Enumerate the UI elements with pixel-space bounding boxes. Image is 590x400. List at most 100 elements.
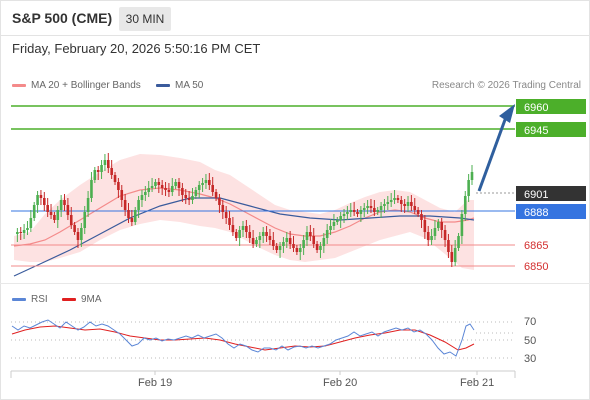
candle-body bbox=[335, 220, 339, 222]
tag-resistance-1-label: 6945 bbox=[524, 125, 548, 137]
candle-body bbox=[379, 206, 383, 210]
rsi-tick-70: 70 bbox=[524, 316, 536, 328]
candle-body bbox=[56, 210, 60, 220]
candle-body bbox=[447, 240, 450, 252]
candle-body bbox=[389, 200, 393, 202]
rsi-ma-swatch-icon bbox=[62, 297, 76, 301]
legend-ma20: MA 20 + Bollinger Bands bbox=[12, 80, 141, 91]
tag-resistance-2: 6960 bbox=[516, 99, 586, 114]
rsi-ma-line bbox=[11, 325, 475, 351]
rsi-line bbox=[11, 319, 475, 357]
candle-body bbox=[420, 214, 423, 220]
candle-body bbox=[36, 195, 39, 205]
time-label-feb20: Feb 20 bbox=[323, 377, 357, 389]
forecast-arrow-head-icon bbox=[499, 104, 515, 123]
candle-body bbox=[325, 230, 329, 238]
candle-body bbox=[147, 188, 151, 192]
candle-body bbox=[29, 218, 33, 228]
chart-header: S&P 500 (CME) 30 MIN bbox=[0, 0, 590, 36]
candle-body bbox=[386, 202, 390, 204]
candle-body bbox=[140, 195, 144, 200]
candle-body bbox=[228, 218, 231, 225]
rsi-tick-30: 30 bbox=[524, 353, 536, 365]
candle-body bbox=[265, 232, 268, 236]
candle-body bbox=[275, 246, 278, 250]
tag-last-price-label: 6901 bbox=[524, 189, 548, 201]
candle-body bbox=[362, 208, 366, 210]
timeframe-button[interactable]: 30 MIN bbox=[119, 7, 171, 31]
tag-resistance-1: 6945 bbox=[516, 122, 586, 137]
candle-body bbox=[184, 195, 188, 198]
candle-body bbox=[120, 190, 124, 200]
candle-body bbox=[86, 198, 90, 212]
candle-body bbox=[204, 180, 208, 183]
datetime-label: Friday, February 20, 2026 5:50:16 PM CET bbox=[12, 41, 261, 56]
ma50-swatch-icon bbox=[156, 83, 170, 87]
candle-body bbox=[430, 236, 433, 240]
rsi-tick-50: 50 bbox=[524, 335, 536, 347]
candle-body bbox=[268, 236, 272, 240]
candle-body bbox=[255, 240, 258, 244]
candle-body bbox=[137, 200, 140, 210]
candle-body bbox=[403, 204, 406, 206]
copyright-label: Research © 2026 Trading Central bbox=[431, 80, 581, 91]
candle-body bbox=[248, 232, 252, 238]
candle-body bbox=[373, 208, 376, 212]
candle-body bbox=[413, 206, 417, 210]
candle-body bbox=[278, 246, 282, 250]
tag-pivot: 6888 bbox=[516, 204, 586, 219]
candle-body bbox=[214, 192, 218, 198]
candle-body bbox=[164, 188, 167, 190]
candle-body bbox=[73, 225, 76, 232]
time-label-feb21: Feb 21 bbox=[460, 377, 494, 389]
candle-body bbox=[309, 232, 312, 236]
candle-body bbox=[369, 206, 373, 208]
candle-body bbox=[315, 244, 319, 250]
candle-body bbox=[123, 200, 127, 210]
candle-body bbox=[396, 198, 400, 200]
candle-body bbox=[349, 210, 353, 212]
legend-ma50-label: MA 50 bbox=[175, 80, 204, 91]
candle-body bbox=[453, 248, 457, 262]
candle-body bbox=[356, 212, 359, 214]
candle-body bbox=[426, 232, 430, 240]
ma20-line bbox=[13, 187, 475, 247]
forecast-arrow-line bbox=[477, 116, 508, 192]
candle-body bbox=[437, 222, 440, 228]
candle-body bbox=[440, 222, 443, 230]
candle-body bbox=[258, 236, 262, 240]
candle-body bbox=[423, 220, 427, 232]
candle-body bbox=[261, 232, 265, 236]
candle-body bbox=[245, 226, 248, 232]
legend-rsi-ma: 9MA bbox=[62, 294, 102, 305]
candle-body bbox=[46, 205, 49, 212]
candle-body bbox=[359, 210, 363, 214]
candle-body bbox=[117, 182, 120, 190]
candle-body bbox=[16, 232, 19, 234]
candle-body bbox=[467, 180, 470, 196]
legend-rsi-ma-label: 9MA bbox=[81, 294, 102, 305]
candle-body bbox=[399, 200, 403, 204]
candle-body bbox=[352, 210, 356, 212]
tag-last-price: 6901 bbox=[516, 186, 586, 201]
candle-body bbox=[322, 238, 326, 246]
candle-body bbox=[181, 188, 184, 195]
candle-body bbox=[208, 180, 211, 185]
candle-body bbox=[167, 190, 171, 192]
candle-body bbox=[127, 210, 130, 218]
candle-body bbox=[201, 183, 204, 185]
candle-body bbox=[49, 212, 53, 215]
candle-body bbox=[39, 195, 43, 198]
candle-body bbox=[221, 205, 225, 212]
candle-body bbox=[292, 244, 295, 248]
candle-body bbox=[238, 230, 241, 238]
candle-body bbox=[282, 242, 285, 246]
candle-body bbox=[150, 186, 154, 188]
candle-body bbox=[288, 238, 292, 244]
ma50-line bbox=[13, 197, 475, 277]
candle-body bbox=[295, 248, 299, 252]
candle-body bbox=[241, 226, 245, 230]
candle-body bbox=[224, 212, 228, 218]
candle-body bbox=[69, 215, 73, 225]
